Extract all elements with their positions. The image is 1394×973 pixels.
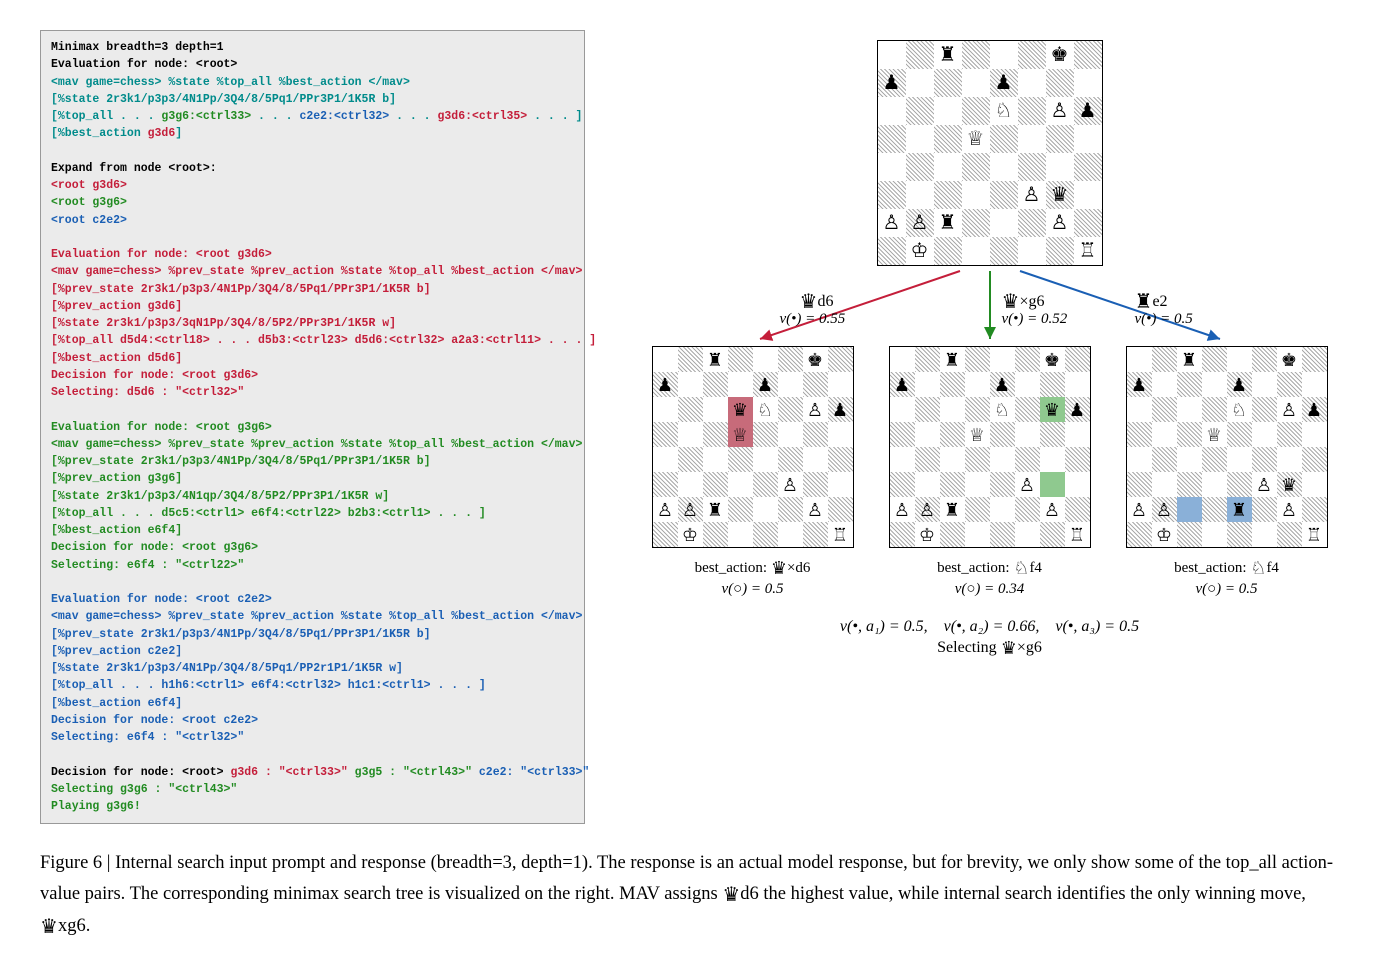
g3d6-header: Evaluation for node: <root g3d6> [51, 246, 574, 263]
figure-caption: Figure 6 | Internal search input prompt … [40, 849, 1354, 943]
g3d6-state: [%state 2r3k1/p3p3/3qN1Pp/3Q4/8/5P2/PPr3… [51, 315, 574, 332]
g3d6-best-action: [%best_action d5d6] [51, 350, 574, 367]
child-caption-2: best_action: ♘f4 v(○) = 0.34 [937, 558, 1042, 598]
figure-container: Minimax breadth=3 depth=1 Evaluation for… [40, 30, 1354, 824]
val-label-2: v(•) = 0.52 [1002, 311, 1068, 328]
summary-line2: Selecting ♛×g6 [840, 638, 1139, 659]
g3g6-prev-state: [%prev_state 2r3k1/p3p3/4N1Pp/3Q4/8/5Pq1… [51, 453, 574, 470]
decision-playing: Playing g3g6! [51, 798, 574, 815]
child-1: ♜♚♟♟♛♘♙♟♕♙♙♙♜♙♔♖ best_action: ♛×d6 v(○) … [652, 346, 854, 598]
children-row: ♜♚♟♟♛♘♙♟♕♙♙♙♜♙♔♖ best_action: ♛×d6 v(○) … [652, 346, 1328, 598]
expand-1: <root g3d6> [51, 177, 574, 194]
g3d6-top-all: [%top_all d5d4:<ctrl18> . . . d5b3:<ctrl… [51, 332, 574, 349]
c2e2-best-action: [%best_action e6f4] [51, 695, 574, 712]
c2e2-selecting: Selecting: e6f4 : "<ctrl32>" [51, 729, 574, 746]
g3g6-state: [%state 2r3k1/p3p3/4N1qp/3Q4/8/5P2/PPr3P… [51, 488, 574, 505]
g3g6-header: Evaluation for node: <root g3g6> [51, 419, 574, 436]
g3g6-mav: <mav game=chess> %prev_state %prev_actio… [51, 436, 574, 453]
root-top-all: [%top_all . . . g3g6:<ctrl33> . . . c2e2… [51, 108, 574, 125]
c2e2-mav: <mav game=chess> %prev_state %prev_actio… [51, 608, 574, 625]
expand-header: Expand from node <root>: [51, 160, 574, 177]
c2e2-header: Evaluation for node: <root c2e2> [51, 591, 574, 608]
g3d6-prev-state: [%prev_state 2r3k1/p3p3/4N1Pp/3Q4/8/5Pq1… [51, 281, 574, 298]
g3g6-decision: Decision for node: <root g3g6> [51, 539, 574, 556]
val-label-1: v(•) = 0.55 [780, 311, 846, 328]
root-mav: <mav game=chess> %state %top_all %best_a… [51, 74, 574, 91]
child-board-2: ♜♚♟♟♘♛♟♕♙♙♙♜♙♔♖ [889, 346, 1091, 548]
g3d6-mav: <mav game=chess> %prev_state %prev_actio… [51, 263, 574, 280]
expand-2: <root g3g6> [51, 194, 574, 211]
child-board-3: ♜♚♟♟♘♙♟♕♙♛♙♙♜♙♔♖ [1126, 346, 1328, 548]
c2e2-prev-action: [%prev_action c2e2] [51, 643, 574, 660]
child-2: ♜♚♟♟♘♛♟♕♙♙♙♜♙♔♖ best_action: ♘f4 v(○) = … [889, 346, 1091, 598]
g3g6-best-action: [%best_action e6f4] [51, 522, 574, 539]
g3d6-decision: Decision for node: <root g3d6> [51, 367, 574, 384]
c2e2-prev-state: [%prev_state 2r3k1/p3p3/4N1Pp/3Q4/8/5Pq1… [51, 626, 574, 643]
g3g6-prev-action: [%prev_action g3g6] [51, 470, 574, 487]
g3d6-prev-action: [%prev_action g3d6] [51, 298, 574, 315]
arrows-svg [650, 261, 1330, 346]
decision-selecting: Selecting g3g6 : "<ctrl43>" [51, 781, 574, 798]
arrows-row: ♛d6 v(•) = 0.55 ♛×g6 v(•) = 0.52 ♜e2 v(•… [650, 271, 1330, 346]
tree-panel: ♜♚♟♟♘♙♟♕♙♛♙♙♜♙♔♖ ♛d6 v(•) = 0.55 ♛×g6 v(… [625, 30, 1354, 824]
c2e2-top-all: [%top_all . . . h1h6:<ctrl1> e6f4:<ctrl3… [51, 677, 574, 694]
g3d6-selecting: Selecting: d5d6 : "<ctrl32>" [51, 384, 574, 401]
c2e2-decision: Decision for node: <root c2e2> [51, 712, 574, 729]
child-caption-3: best_action: ♘f4 v(○) = 0.5 [1174, 558, 1279, 598]
child-3: ♜♚♟♟♘♙♟♕♙♛♙♙♜♙♔♖ best_action: ♘f4 v(○) =… [1126, 346, 1328, 598]
root-eval-header: Evaluation for node: <root> [51, 56, 574, 73]
g3g6-selecting: Selecting: e6f4 : "<ctrl22>" [51, 557, 574, 574]
child-board-1: ♜♚♟♟♛♘♙♟♕♙♙♙♜♙♔♖ [652, 346, 854, 548]
code-title: Minimax breadth=3 depth=1 [51, 39, 574, 56]
root-state: [%state 2r3k1/p3p3/4N1Pp/3Q4/8/5Pq1/PPr3… [51, 91, 574, 108]
g3g6-top-all: [%top_all . . . d5c5:<ctrl1> e6f4:<ctrl2… [51, 505, 574, 522]
expand-3: <root c2e2> [51, 212, 574, 229]
decision-root: Decision for node: <root> g3d6 : "<ctrl3… [51, 764, 574, 781]
val-label-3: v(•) = 0.5 [1135, 311, 1193, 328]
c2e2-state: [%state 2r3k1/p3p3/4N1Pp/3Q4/8/5Pq1/PP2r… [51, 660, 574, 677]
child-caption-1: best_action: ♛×d6 v(○) = 0.5 [695, 558, 811, 598]
bottom-summary: v(•, a₁) = 0.5, v(•, a₂) = 0.66, v(•, a₃… [840, 618, 1139, 659]
code-panel: Minimax breadth=3 depth=1 Evaluation for… [40, 30, 585, 824]
root-best-action: [%best_action g3d6] [51, 125, 574, 142]
summary-line1: v(•, a₁) = 0.5, v(•, a₂) = 0.66, v(•, a₃… [840, 618, 1139, 636]
root-board: ♜♚♟♟♘♙♟♕♙♛♙♙♜♙♔♖ [877, 40, 1103, 266]
